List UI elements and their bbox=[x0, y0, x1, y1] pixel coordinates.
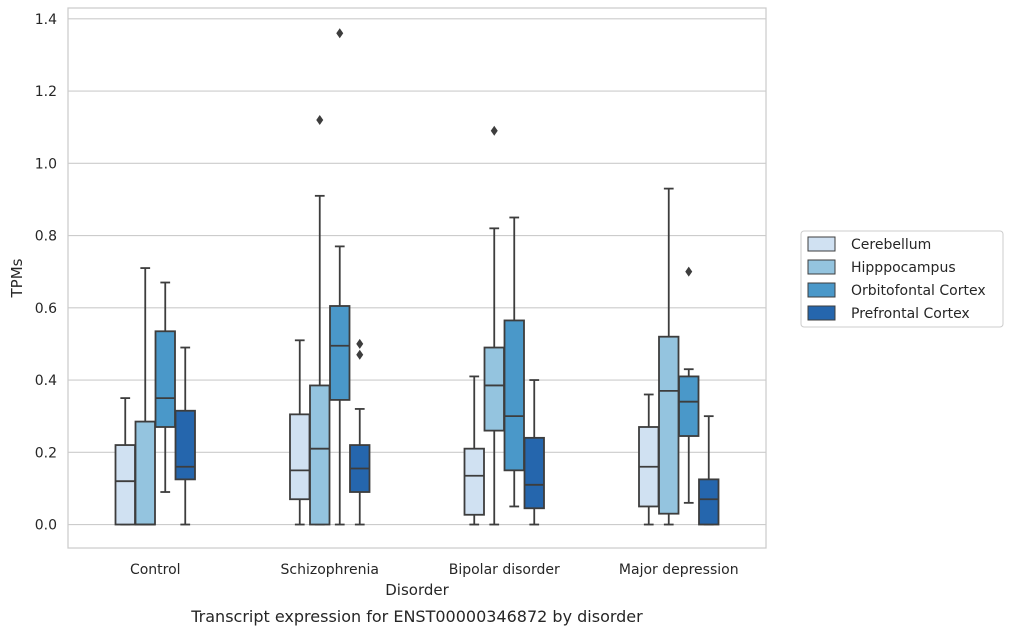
box-prefrontal-cortex bbox=[174, 346, 196, 526]
box-iqr bbox=[523, 436, 545, 510]
x-tick-label: Major depression bbox=[619, 562, 739, 578]
box-orbitofontal-cortex bbox=[503, 216, 525, 508]
y-tick-label: 0.6 bbox=[35, 301, 57, 317]
outlier-point bbox=[316, 114, 324, 125]
box-iqr bbox=[114, 444, 136, 526]
outlier-point bbox=[490, 125, 498, 136]
box-prefrontal-cortex bbox=[349, 338, 371, 526]
box-iqr bbox=[134, 420, 156, 526]
box-iqr bbox=[678, 375, 700, 437]
y-tick-label: 0.2 bbox=[35, 445, 57, 461]
y-tick-label: 1.0 bbox=[35, 156, 57, 172]
y-tick-label: 0.4 bbox=[35, 373, 57, 389]
box-hipppocampus bbox=[483, 125, 505, 526]
outlier-point bbox=[336, 28, 344, 39]
box-iqr bbox=[483, 346, 505, 432]
x-tick-label: Control bbox=[130, 562, 181, 578]
plot-frame bbox=[67, 7, 767, 549]
y-tick-label: 0.0 bbox=[35, 518, 57, 534]
legend-frame bbox=[800, 230, 1004, 328]
x-tick-label: Schizophrenia bbox=[281, 562, 379, 578]
box-series bbox=[114, 28, 720, 526]
legend-label: Hipppocampus bbox=[851, 260, 956, 276]
outlier-point bbox=[685, 266, 693, 277]
legend: Cerebellum Hipppocampus Orbitofontal Corte… bbox=[800, 230, 1004, 328]
y-axis-title: TPMs bbox=[8, 258, 26, 298]
box-iqr bbox=[309, 384, 331, 526]
legend-swatch bbox=[807, 236, 836, 252]
legend-swatch bbox=[807, 282, 836, 298]
box-iqr bbox=[329, 305, 351, 401]
box-iqr bbox=[174, 409, 196, 481]
x-tick-labels: Control Schizophrenia Bipolar disorder Majo… bbox=[130, 562, 739, 578]
y-tick-label: 0.8 bbox=[35, 229, 57, 245]
legend-swatch bbox=[807, 259, 836, 275]
legend-label: Prefrontal Cortex bbox=[851, 306, 970, 322]
box-hipppocampus bbox=[134, 267, 156, 526]
box-hipppocampus bbox=[309, 114, 331, 526]
box-iqr bbox=[154, 330, 176, 428]
y-tick-label: 1.2 bbox=[35, 84, 57, 100]
box-cerebellum bbox=[114, 397, 136, 526]
box-prefrontal-cortex bbox=[523, 379, 545, 526]
outlier-point bbox=[356, 349, 364, 360]
box-orbitofontal-cortex bbox=[154, 281, 176, 493]
box-iqr bbox=[463, 447, 485, 516]
y-tick-labels: 0.0 0.2 0.4 0.6 0.8 1.0 1.2 1.4 bbox=[35, 12, 57, 534]
outlier-point bbox=[356, 338, 364, 349]
box-iqr bbox=[503, 319, 525, 472]
box-iqr bbox=[289, 413, 311, 501]
box-orbitofontal-cortex bbox=[329, 28, 351, 526]
legend-label: Orbitofontal Cortex bbox=[851, 283, 986, 299]
box-cerebellum bbox=[638, 393, 660, 526]
box-iqr bbox=[658, 335, 680, 515]
y-tick-label: 1.4 bbox=[35, 12, 57, 28]
legend-swatch bbox=[807, 305, 836, 321]
x-tick-label: Bipolar disorder bbox=[449, 562, 560, 578]
box-prefrontal-cortex bbox=[698, 415, 720, 526]
box-cerebellum bbox=[463, 375, 485, 526]
legend-label: Cerebellum bbox=[851, 237, 931, 253]
x-axis-title: Disorder bbox=[385, 581, 449, 599]
box-hipppocampus bbox=[658, 187, 680, 526]
box-orbitofontal-cortex bbox=[678, 266, 700, 504]
box-cerebellum bbox=[289, 339, 311, 526]
box-iqr bbox=[698, 478, 720, 526]
chart-caption: Transcript expression for ENST0000034687… bbox=[190, 607, 643, 626]
